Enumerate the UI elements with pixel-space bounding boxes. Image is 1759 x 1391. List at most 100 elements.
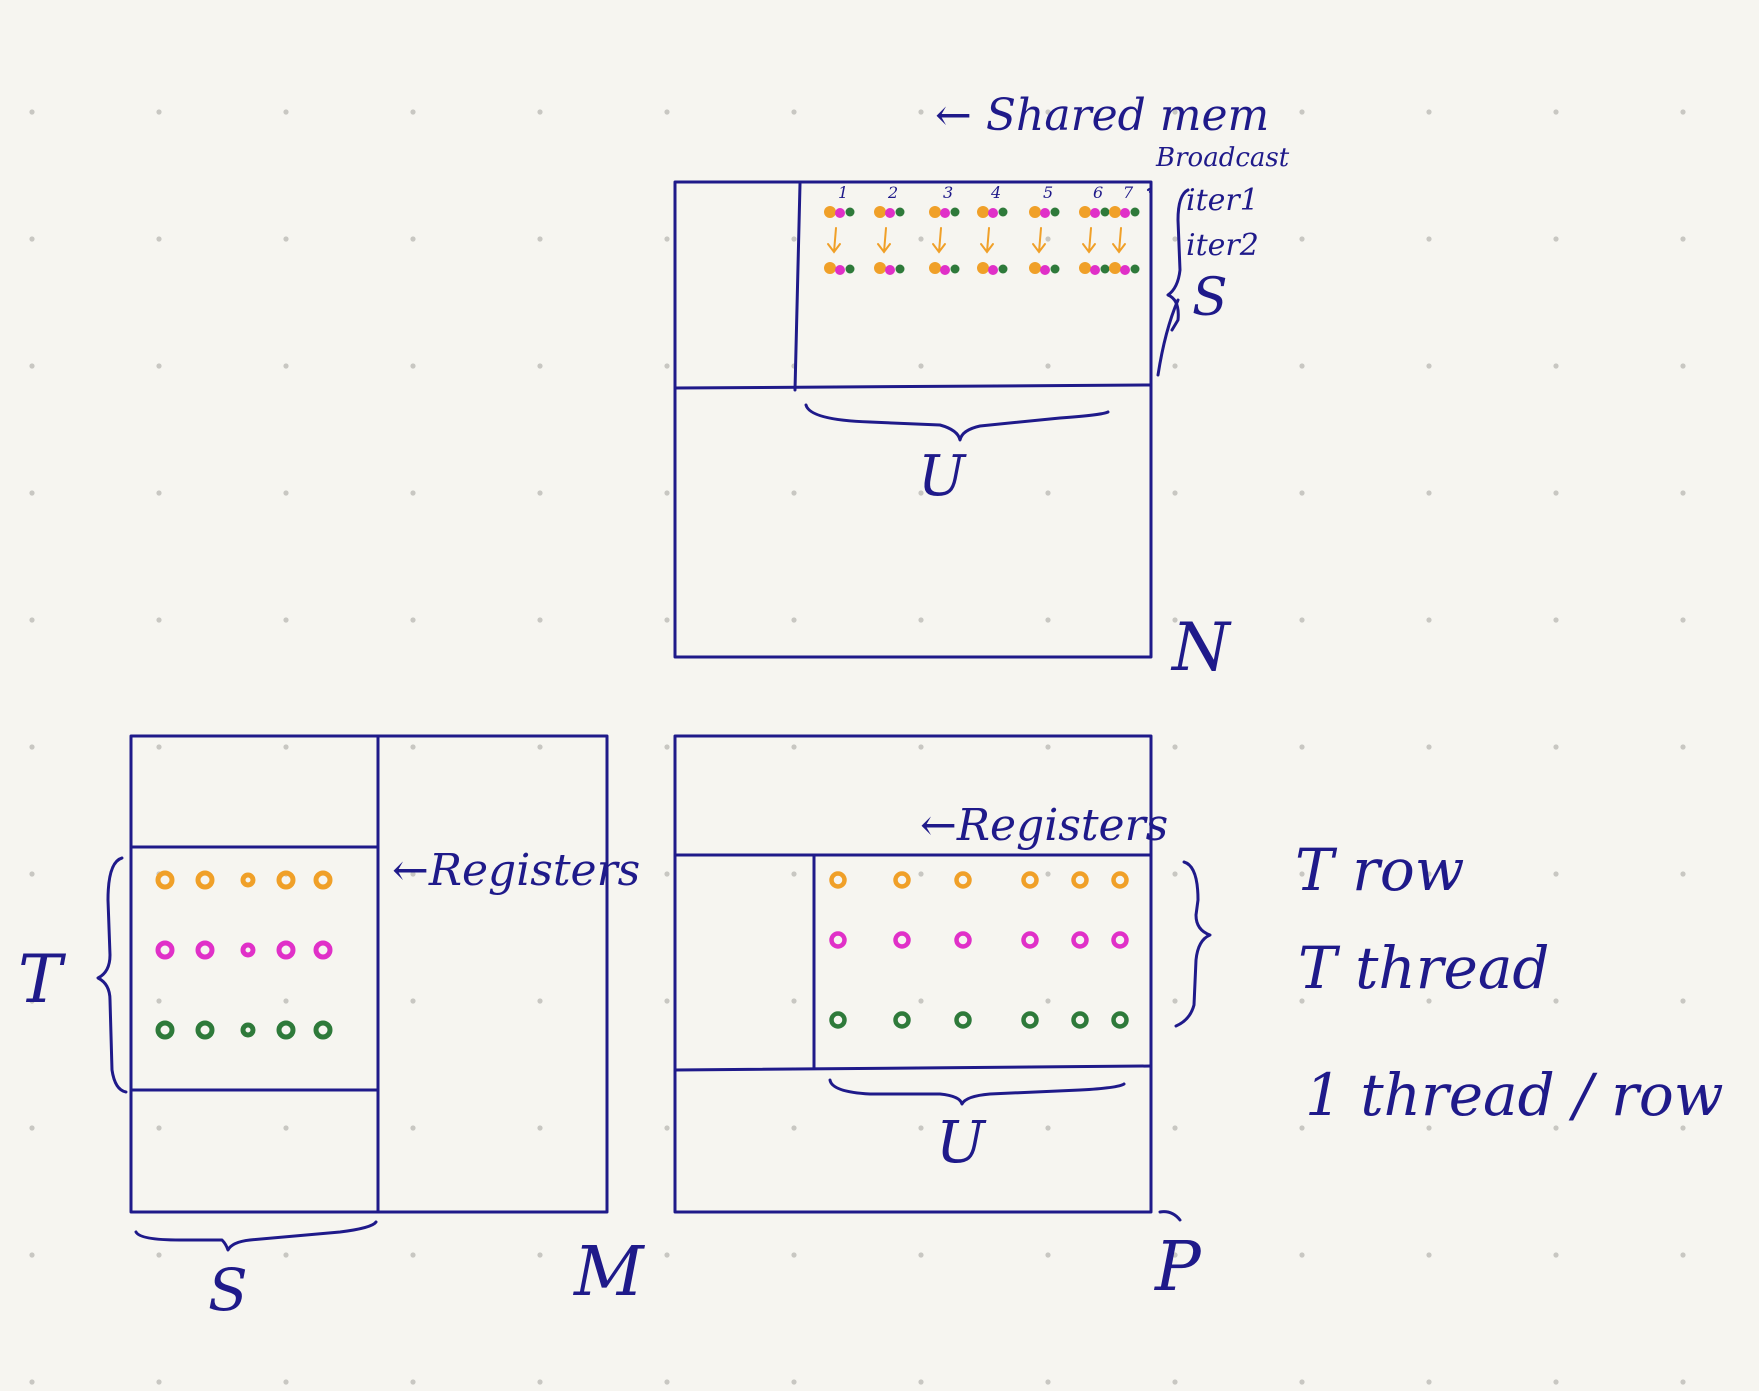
- note-line-3: 1 thread / row: [1305, 1061, 1723, 1129]
- shared-dot-orange: [929, 206, 941, 218]
- grid-dot: [410, 744, 416, 750]
- matrix-m: ←Registers T S M: [18, 734, 646, 1324]
- shared-dot-orange: [977, 262, 989, 274]
- grid-dot: [1680, 1252, 1686, 1258]
- grid-dot: [29, 490, 35, 496]
- grid-dot: [29, 744, 35, 750]
- grid-dot: [1553, 1379, 1559, 1385]
- right-u-brace: [828, 1078, 1126, 1106]
- right-register-dot: [1021, 931, 1039, 949]
- grid-dot: [1172, 871, 1178, 877]
- grid-dot: [156, 490, 162, 496]
- grid-dot: [1553, 998, 1559, 1004]
- matrix-m-outline: [129, 734, 609, 1214]
- grid-dot: [1299, 1252, 1305, 1258]
- shared-dot-orange: [1029, 262, 1041, 274]
- grid-dot: [283, 109, 289, 115]
- grid-dot: [283, 236, 289, 242]
- grid-dot: [791, 1379, 797, 1385]
- right-registers-label: ←Registers: [920, 800, 1168, 851]
- broadcast-number: 7: [1123, 183, 1134, 202]
- left-register-dot: [240, 1022, 256, 1038]
- grid-dot: [283, 490, 289, 496]
- grid-dot: [1045, 490, 1051, 496]
- right-register-dot: [829, 1011, 847, 1029]
- right-register-dot: [1021, 1011, 1039, 1029]
- grid-dot: [918, 1379, 924, 1385]
- shared-dot-orange: [1109, 206, 1121, 218]
- shared-dot-orange: [1079, 262, 1091, 274]
- matrix-n-tile-bottom-line: [673, 383, 1153, 390]
- grid-dot: [1045, 871, 1051, 877]
- grid-dot: [156, 1125, 162, 1131]
- shared-dot-green: [845, 264, 855, 274]
- grid-dot: [283, 744, 289, 750]
- grid-dot: [1426, 1125, 1432, 1131]
- shared-dot-magenta: [1120, 265, 1130, 275]
- grid-dot: [791, 744, 797, 750]
- shared-dot-magenta: [988, 265, 998, 275]
- shared-mem-label: ← Shared mem: [935, 90, 1269, 141]
- grid-dot: [1172, 1379, 1178, 1385]
- grid-dot: [1426, 363, 1432, 369]
- grid-dot: [664, 617, 670, 623]
- broadcast-number: 2: [887, 183, 898, 202]
- grid-dot: [1045, 1252, 1051, 1258]
- grid-dot: [1045, 1379, 1051, 1385]
- shared-dot-orange: [1079, 206, 1091, 218]
- shared-dot-magenta: [835, 208, 845, 218]
- notes: T row T thread 1 thread / row: [1295, 836, 1723, 1129]
- p-corner-mark: [1158, 1210, 1182, 1222]
- grid-dot: [1426, 1252, 1432, 1258]
- grid-dot: [156, 617, 162, 623]
- grid-dot: [664, 1252, 670, 1258]
- grid-dot: [1680, 363, 1686, 369]
- grid-dot: [791, 236, 797, 242]
- n-label: N: [1170, 609, 1232, 686]
- left-s-brace: [134, 1220, 378, 1252]
- right-register-dot: [954, 1011, 972, 1029]
- grid-dot: [156, 744, 162, 750]
- grid-dot: [664, 1379, 670, 1385]
- grid-dot: [1426, 617, 1432, 623]
- shared-dot-orange: [824, 262, 836, 274]
- grid-dot: [29, 363, 35, 369]
- shared-dot-green: [1130, 264, 1140, 274]
- shared-dot-green: [1050, 264, 1060, 274]
- grid-dot: [918, 998, 924, 1004]
- grid-dot: [156, 1252, 162, 1258]
- left-register-dot: [276, 940, 296, 960]
- broadcast-arrow: [1112, 227, 1126, 254]
- shared-dot-orange: [977, 206, 989, 218]
- grid-dot: [1553, 109, 1559, 115]
- grid-dot: [410, 363, 416, 369]
- grid-dot: [791, 998, 797, 1004]
- shared-dot-orange: [874, 262, 886, 274]
- grid-dot: [537, 490, 543, 496]
- grid-dot: [1426, 998, 1432, 1004]
- grid-dot: [1172, 490, 1178, 496]
- left-register-dot: [313, 1020, 333, 1040]
- grid-dot: [156, 998, 162, 1004]
- shared-dot-orange: [1029, 206, 1041, 218]
- matrix-n: 1 2 3 4 5 6 7 ← Shared mem Broadcast iter1 ite…: [673, 90, 1290, 686]
- grid-dot: [1426, 236, 1432, 242]
- grid-dot: [664, 744, 670, 750]
- dot-grid-background: [29, 109, 1686, 1385]
- broadcast-arrow: [877, 227, 891, 254]
- grid-dot: [1680, 236, 1686, 242]
- shared-dot-green: [998, 207, 1008, 217]
- broadcast-number: 6: [1093, 183, 1103, 202]
- grid-dot: [664, 109, 670, 115]
- matrix-p: ←Registers U P: [673, 734, 1212, 1307]
- right-register-dots: [829, 871, 1129, 1029]
- grid-dot: [1426, 490, 1432, 496]
- grid-dot: [918, 744, 924, 750]
- shared-dot-magenta: [1090, 265, 1100, 275]
- left-register-dot: [276, 1020, 296, 1040]
- grid-dot: [537, 871, 543, 877]
- grid-dot: [1045, 109, 1051, 115]
- right-register-dot: [1071, 931, 1089, 949]
